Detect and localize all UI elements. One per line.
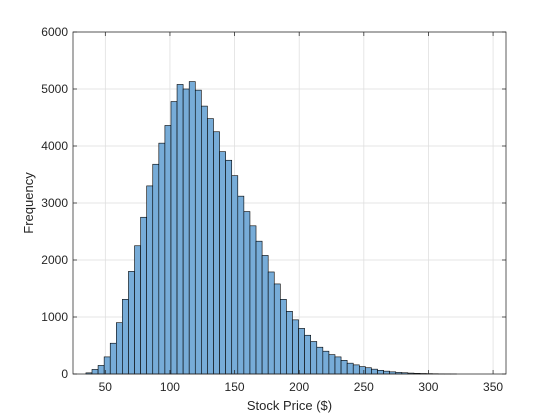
histogram-bar: [182, 88, 190, 375]
histogram-bar: [122, 299, 129, 375]
histogram-bar: [128, 271, 135, 375]
histogram-bar: [146, 185, 154, 375]
histogram-bar: [201, 105, 208, 375]
histogram-bars: [85, 81, 457, 375]
y-axis-ticks: 0 1000 2000 3000 4000 5000 6000: [41, 25, 506, 381]
histogram-bar: [267, 271, 275, 375]
y-tick-label: 4000: [41, 139, 68, 153]
histogram-bar: [237, 195, 245, 375]
x-tick-label: 50: [99, 380, 113, 394]
histogram-bar: [194, 89, 202, 375]
x-axis-ticks: 50 100 150 200 250 300 350: [99, 32, 503, 394]
histogram-bar: [261, 255, 269, 375]
histogram-bar: [249, 225, 257, 375]
histogram-bar: [219, 151, 226, 375]
y-tick-label: 6000: [41, 25, 68, 39]
histogram-bar: [334, 356, 342, 375]
histogram-bar: [255, 240, 263, 375]
histogram-bar: [371, 368, 378, 375]
histogram-bar: [352, 364, 360, 375]
histogram-bar: [134, 245, 141, 375]
y-tick-label: 5000: [41, 82, 68, 96]
x-tick-label: 200: [289, 380, 309, 394]
histogram-bar: [176, 84, 184, 375]
histogram-bar: [170, 101, 178, 375]
y-tick-label: 0: [61, 367, 68, 381]
histogram-bar: [116, 322, 123, 375]
histogram-bar: [340, 360, 348, 375]
histogram-bar: [365, 367, 372, 375]
x-axis-label: Stock Price ($): [247, 398, 332, 413]
histogram-bar: [164, 125, 172, 375]
histogram-bar: [273, 283, 281, 375]
histogram-bar: [140, 216, 147, 375]
histogram-bar: [231, 175, 239, 375]
histogram-bar: [316, 346, 324, 375]
histogram-bar: [358, 366, 366, 375]
histogram-bar: [346, 362, 354, 375]
histogram-bar: [152, 163, 160, 375]
histogram-bar: [243, 211, 251, 375]
histogram-bar: [286, 310, 293, 375]
histogram-bar: [158, 142, 166, 375]
histogram-bar: [292, 319, 299, 375]
histogram-bar: [280, 299, 287, 375]
histogram-bar: [91, 369, 99, 375]
histogram-bar: [225, 159, 233, 375]
histogram-bar: [310, 341, 318, 375]
histogram-bar: [298, 328, 305, 375]
y-tick-label: 1000: [41, 310, 68, 324]
histogram-bar: [207, 118, 214, 375]
histogram-bar: [97, 365, 105, 375]
histogram-bar: [188, 81, 196, 375]
histogram-bar: [109, 342, 117, 375]
histogram-bar: [304, 334, 311, 375]
y-tick-label: 3000: [41, 196, 68, 210]
histogram-bar: [383, 370, 390, 375]
y-tick-label: 2000: [41, 253, 68, 267]
x-tick-label: 350: [483, 380, 503, 394]
histogram-bar: [377, 369, 384, 375]
x-tick-label: 150: [225, 380, 245, 394]
x-tick-label: 250: [354, 380, 374, 394]
histogram-bar: [328, 354, 336, 375]
histogram-bar: [213, 131, 220, 375]
x-tick-label: 300: [418, 380, 438, 394]
y-axis-label: Frequency: [21, 172, 36, 234]
x-tick-label: 100: [160, 380, 180, 394]
histogram-bar: [322, 350, 330, 375]
